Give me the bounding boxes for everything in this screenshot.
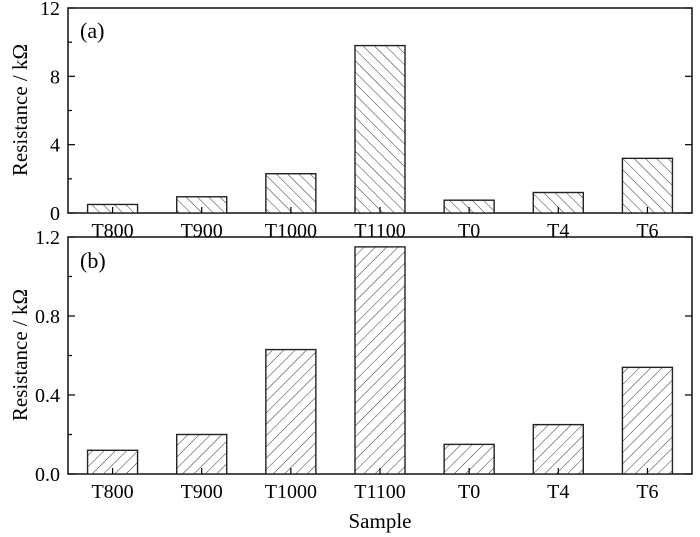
panel-b-bars [86, 246, 674, 475]
panel-b-x-tick-label: T1000 [265, 481, 317, 503]
panel-b-label: (b) [80, 248, 106, 273]
panel-b: (b) Resistance / kΩ Sample 0.00.40.81.2 … [8, 227, 693, 533]
panel-a-y-tick-label: 12 [40, 0, 60, 20]
panel-a-label: (a) [80, 18, 104, 43]
panel-b-y-tick-label: 0.0 [35, 464, 60, 486]
panel-b-bar-t1100 [354, 246, 406, 475]
panel-a-bar-t6 [621, 157, 674, 214]
panel-b-bar-t4 [532, 423, 584, 475]
panel-b-y-axis-title: Resistance / kΩ [8, 289, 32, 421]
panel-a-x-tick-label: T900 [181, 220, 223, 242]
panel-a-x-tick-label: T800 [91, 220, 133, 242]
panel-a-bar-t1100 [354, 44, 406, 214]
panel-b-bar-t1000 [265, 348, 317, 475]
panel-b-x-axis-title: Sample [349, 509, 412, 533]
panel-b-y-ticks: 0.0 0.4 0.8 1.2 [35, 227, 692, 486]
panel-b-x-tick-label: T6 [636, 481, 658, 503]
panel-a-x-tick-label: T1100 [354, 220, 405, 242]
panel-b-y-tick-label: 0.8 [35, 306, 60, 328]
panel-a-x-tick-label: T1000 [265, 220, 317, 242]
panel-a: (a) Resistance / kΩ 0 4 8 12 T800 T900 T1000 T… [8, 0, 693, 242]
panel-a-y-axis-title: Resistance / kΩ [8, 44, 32, 176]
panel-a-y-tick-label: 8 [50, 66, 60, 88]
panel-a-x-tick-label: T4 [547, 220, 569, 242]
panel-b-x-tick-label: T1100 [354, 481, 405, 503]
panel-b-bar-t900 [176, 433, 228, 475]
panel-a-y-tick-label: 4 [50, 135, 60, 157]
panel-b-x-tick-label: T4 [547, 481, 569, 503]
panel-b-y-tick-label: 1.2 [35, 227, 60, 249]
panel-b-x-tick-label: T900 [181, 481, 223, 503]
panel-a-bars [86, 44, 674, 214]
panel-a-y-tick-label: 0 [50, 203, 60, 225]
panel-b-bar-t6 [621, 366, 674, 475]
panel-a-x-tick-label: T0 [458, 220, 480, 242]
panel-b-y-tick-label: 0.4 [35, 385, 60, 407]
panel-b-x-tick-label: T0 [458, 481, 480, 503]
panel-b-x-tick-label: T800 [91, 481, 133, 503]
panel-b-x-ticks: T800 T900 T1000 T1100 T0 T4 T6 [91, 468, 659, 503]
panel-a-x-tick-label: T6 [636, 220, 658, 242]
panel-a-y-ticks: 0 4 8 12 [40, 0, 692, 225]
